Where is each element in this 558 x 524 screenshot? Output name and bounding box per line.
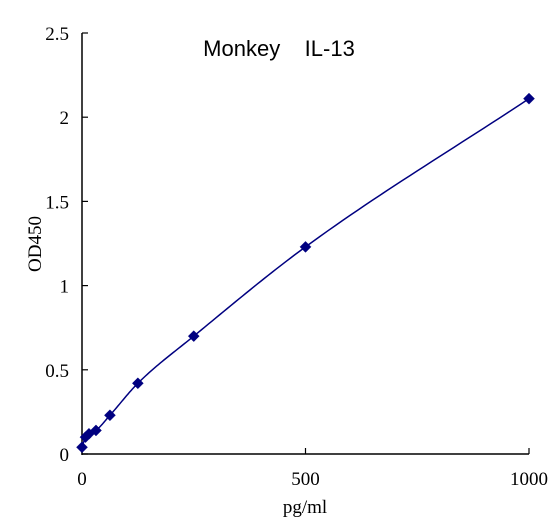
y-tick-label: 0.5 bbox=[45, 361, 69, 382]
y-tick-label: 2 bbox=[60, 108, 70, 129]
fit-curve bbox=[81, 98, 530, 448]
y-axis-ticks: 0 0.5 1 1.5 2 2.5 bbox=[45, 24, 88, 466]
y-tick-label: 2.5 bbox=[45, 24, 69, 45]
y-axis-label: OD450 bbox=[25, 216, 46, 272]
data-point bbox=[132, 377, 144, 390]
data-point bbox=[299, 241, 312, 253]
x-tick-label: 500 bbox=[291, 469, 320, 490]
y-tick-label: 0 bbox=[60, 445, 70, 466]
x-tick-label: 0 bbox=[77, 469, 87, 490]
data-point bbox=[104, 409, 116, 422]
y-tick-label: 1 bbox=[60, 277, 70, 298]
x-axis-label: pg/ml bbox=[283, 497, 327, 518]
y-tick-label: 1.5 bbox=[45, 192, 69, 213]
data-points bbox=[76, 92, 535, 454]
chart-title: Monkey IL-13 bbox=[203, 36, 355, 61]
data-point bbox=[90, 424, 102, 437]
data-point bbox=[76, 441, 88, 454]
x-tick-label: 1000 bbox=[510, 469, 548, 490]
x-axis-ticks: 0 500 1000 bbox=[77, 448, 548, 490]
data-point bbox=[523, 92, 535, 105]
data-point bbox=[187, 330, 200, 342]
